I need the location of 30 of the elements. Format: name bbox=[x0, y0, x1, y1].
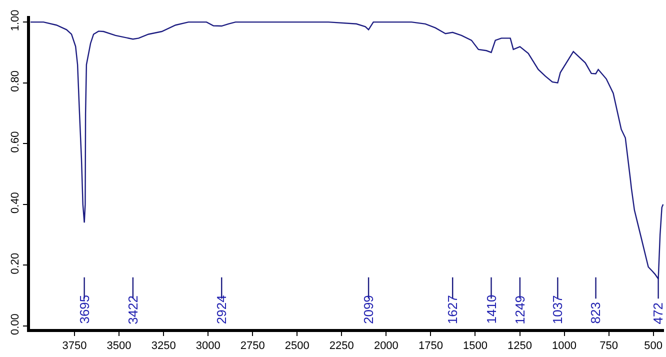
x-tick-label: 2000 bbox=[374, 340, 398, 352]
x-tick-label: 3250 bbox=[151, 340, 176, 352]
x-tick-label: 3500 bbox=[106, 340, 132, 352]
y-tick-label: 0.20 bbox=[10, 252, 22, 274]
x-tick-label: 1000 bbox=[552, 340, 577, 352]
annotation: 1037 bbox=[550, 295, 566, 324]
y-tick-label: 1.00 bbox=[10, 10, 22, 32]
y-tick-label: 0.60 bbox=[10, 131, 22, 153]
x-tick-label: 1500 bbox=[462, 340, 488, 352]
x-tick-label: 1750 bbox=[418, 340, 443, 352]
annotation: 472 bbox=[650, 302, 666, 324]
x-tick-label: 3000 bbox=[196, 340, 220, 352]
y-tick-label: 0.40 bbox=[10, 192, 22, 214]
x-tick-label: 750 bbox=[600, 340, 618, 352]
x-tick-label: 2500 bbox=[284, 340, 310, 352]
annotation: 2924 bbox=[214, 295, 230, 324]
annotation: 1410 bbox=[484, 294, 499, 324]
annotation: 823 bbox=[588, 302, 603, 324]
annotation: 1627 bbox=[445, 295, 460, 324]
annotation: 1249 bbox=[512, 295, 528, 324]
y-tick-label: 0.80 bbox=[10, 70, 22, 92]
y-tick-label: 0.00 bbox=[10, 314, 22, 336]
annotation: 2099 bbox=[361, 295, 376, 324]
x-tick-label: 3750 bbox=[62, 340, 87, 352]
x-tick-label: 2250 bbox=[329, 340, 354, 352]
x-tick-label: 500 bbox=[644, 340, 662, 352]
annotation: 3695 bbox=[76, 294, 92, 324]
annotation: 3422 bbox=[125, 295, 140, 324]
x-tick-label: 2750 bbox=[240, 340, 265, 352]
x-tick-label: 1250 bbox=[508, 340, 532, 352]
